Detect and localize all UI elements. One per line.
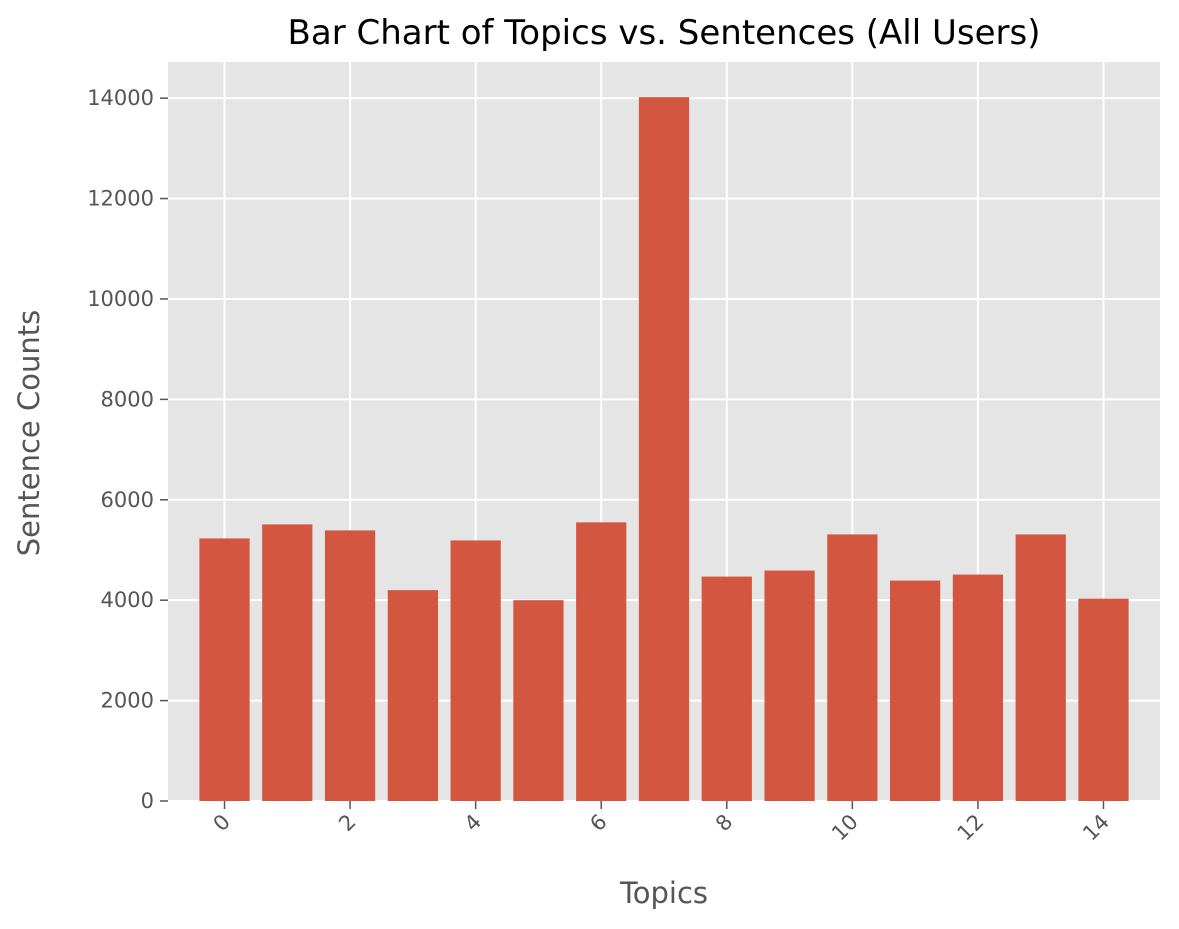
bar-topic-6: [576, 522, 627, 801]
chart-title: Bar Chart of Topics vs. Sentences (All U…: [288, 13, 1041, 53]
x-axis-ticks: 0 2 4 6 8 10 12 14: [209, 801, 1114, 845]
bar-topic-7: [638, 97, 690, 802]
y-tick-label: 4000: [101, 588, 154, 612]
bar-topic-10: [827, 534, 878, 801]
x-tick-label: 12: [953, 810, 989, 846]
y-tick-label: 12000: [87, 187, 154, 211]
bar-topic-11: [890, 580, 941, 801]
bar-topic-9: [764, 570, 815, 801]
bars: [199, 97, 1129, 802]
y-tick-label: 6000: [101, 488, 154, 512]
x-tick-label: 8: [711, 810, 737, 836]
x-tick-label: 2: [334, 810, 360, 836]
y-tick-label: 10000: [87, 287, 154, 311]
y-tick-label: 0: [141, 789, 154, 813]
y-tick-label: 2000: [101, 689, 154, 713]
bar-topic-14: [1078, 598, 1129, 801]
bar-topic-12: [952, 574, 1004, 801]
y-axis-label: Sentence Counts: [12, 310, 46, 556]
y-tick-label: 8000: [101, 387, 154, 411]
y-axis-ticks: 0 2000 4000 6000 8000 10000 12000 14000: [87, 86, 168, 813]
x-tick-label: 4: [460, 810, 486, 836]
x-tick-label: 10: [827, 810, 863, 846]
x-tick-label: 6: [585, 810, 611, 836]
y-tick-label: 14000: [87, 86, 154, 110]
x-tick-label: 0: [209, 810, 235, 836]
bar-topic-1: [262, 524, 313, 801]
bar-topic-0: [199, 538, 250, 801]
bar-topic-2: [324, 530, 376, 801]
bar-topic-13: [1015, 534, 1066, 801]
bar-topic-8: [701, 576, 752, 801]
bar-topic-4: [450, 540, 501, 801]
bar-topic-5: [513, 600, 564, 801]
bar-topic-3: [387, 590, 438, 801]
x-axis-label: Topics: [619, 876, 708, 910]
x-tick-label: 14: [1078, 810, 1114, 846]
